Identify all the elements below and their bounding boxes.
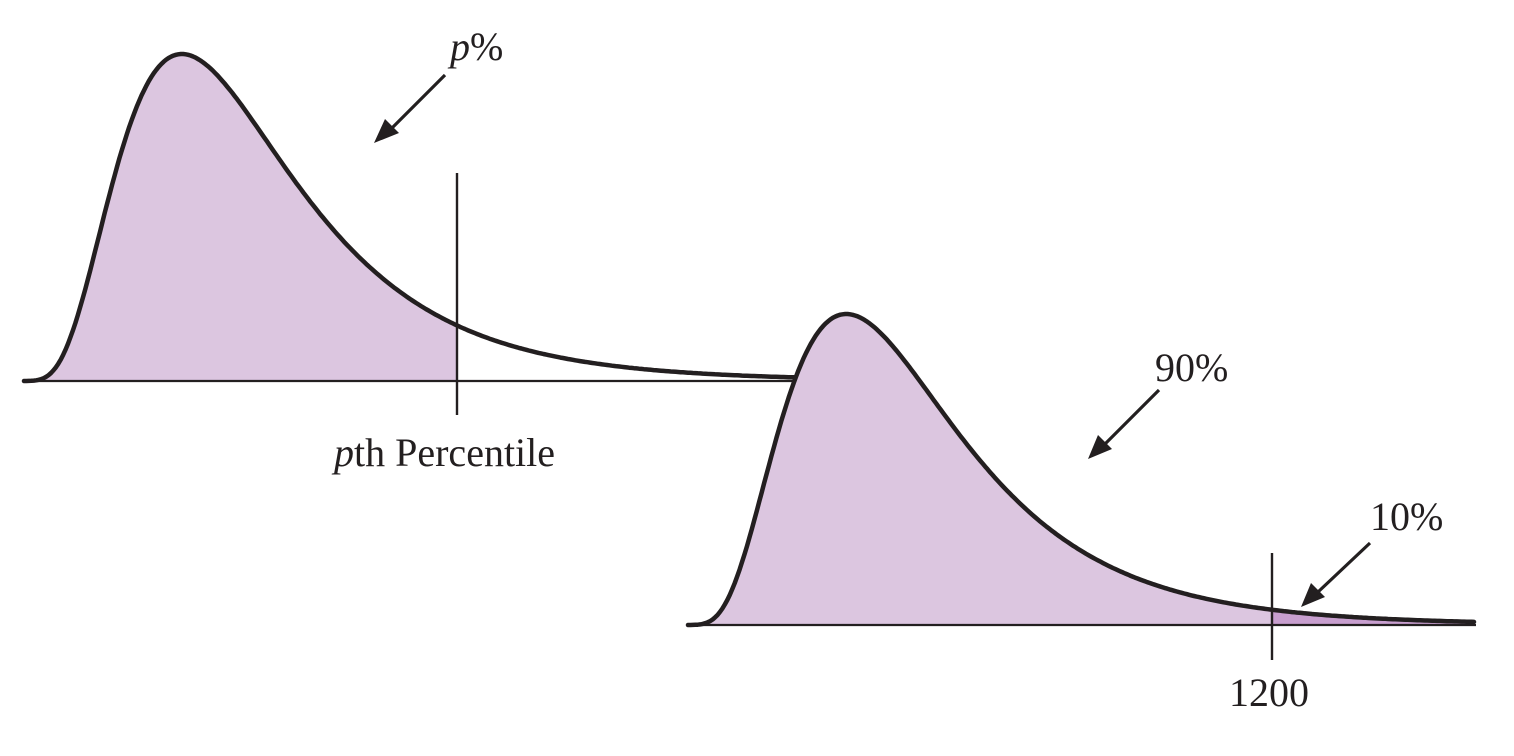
right-main-region-label: 90% bbox=[1155, 345, 1228, 390]
right-distribution-diagram: 90% 10% 1200 bbox=[685, 311, 1477, 715]
left-distribution-diagram: p% pth Percentile bbox=[21, 24, 812, 475]
right-main-shaded-region bbox=[688, 314, 1272, 625]
right-main-region-arrow bbox=[1088, 388, 1161, 459]
right-tail-region-label: 10% bbox=[1370, 494, 1443, 539]
right-cut-value-label: 1200 bbox=[1229, 670, 1309, 715]
right-density-curve bbox=[685, 311, 1477, 628]
left-region-arrow bbox=[374, 73, 447, 143]
left-cut-label: pth Percentile bbox=[331, 430, 555, 475]
left-shaded-region bbox=[24, 54, 457, 381]
left-density-curve bbox=[21, 51, 811, 384]
right-tail-region-arrow bbox=[1301, 541, 1372, 607]
left-region-label: p% bbox=[447, 24, 503, 69]
